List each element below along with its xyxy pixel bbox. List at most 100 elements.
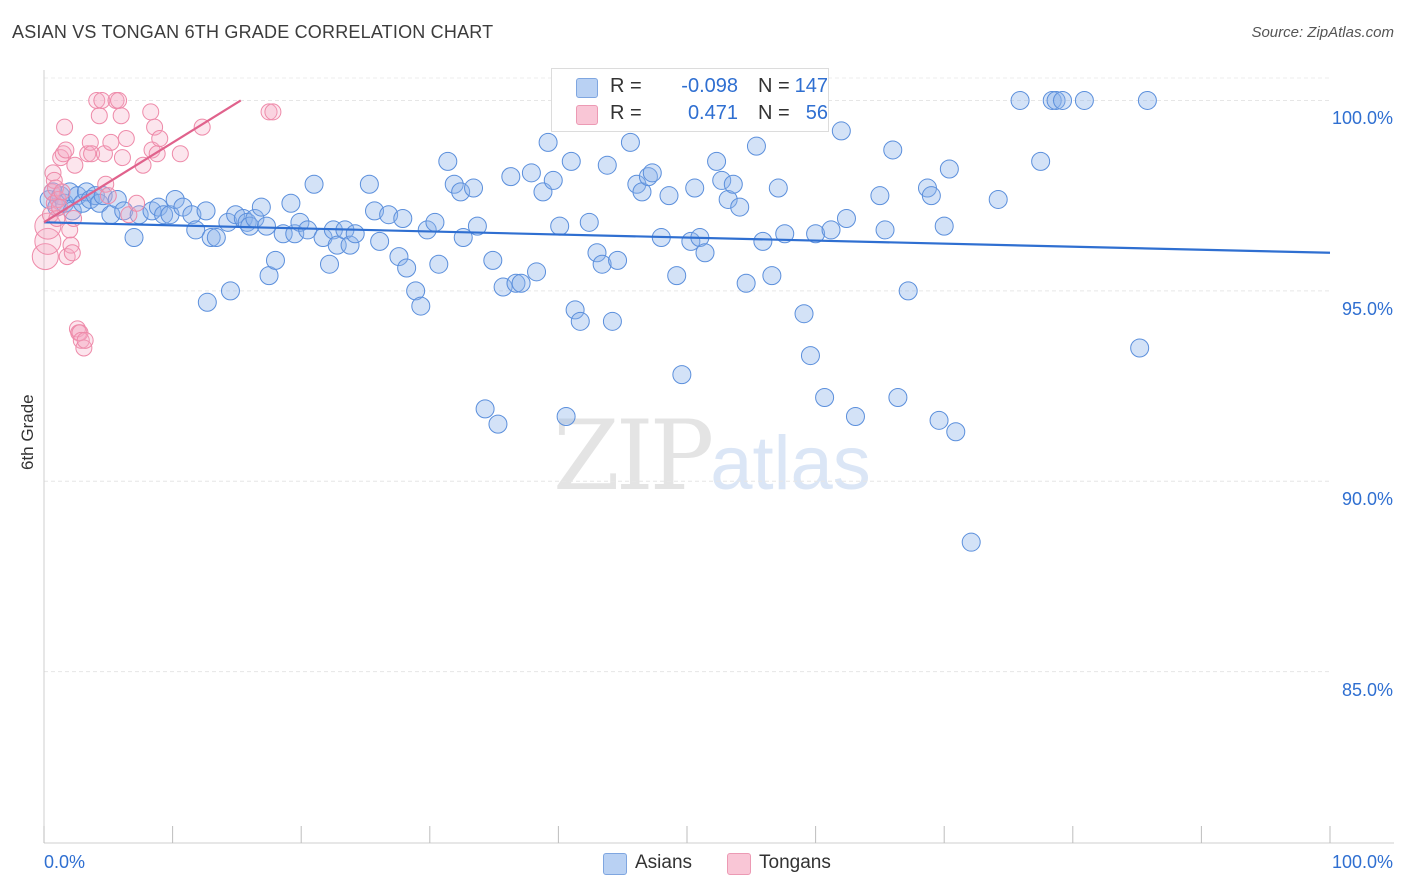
y-tick-label: 85.0% (1341, 679, 1393, 700)
asian-point (1010, 90, 1030, 110)
tongan-point (128, 194, 146, 212)
asian-point (1074, 90, 1094, 110)
asian-point (265, 250, 285, 270)
asian-point (1031, 151, 1051, 171)
asian-point (488, 414, 508, 434)
tongan-point (99, 187, 117, 205)
asian-point (883, 140, 903, 160)
asian-point (746, 136, 766, 156)
asian-point (389, 247, 409, 267)
tongans-swatch (576, 105, 598, 125)
asian-point (736, 273, 756, 293)
asian-point (587, 243, 607, 263)
asian-point (304, 174, 324, 194)
asians-swatch (576, 78, 598, 98)
n-label: N = (758, 75, 790, 97)
asian-point (501, 167, 521, 187)
gridlines (44, 77, 1330, 673)
asian-point (298, 220, 318, 240)
asian-point (775, 224, 795, 244)
asian-point (464, 178, 484, 198)
asian-point (597, 155, 617, 175)
asian-point (946, 422, 966, 442)
tongan-point (113, 149, 131, 167)
watermark-zip: ZIP (553, 400, 714, 512)
asian-point (1046, 90, 1066, 110)
tongan-point (34, 227, 62, 255)
asian-point (197, 292, 217, 312)
asian-point (870, 186, 890, 206)
asian-point (561, 151, 581, 171)
asian-point (961, 532, 981, 552)
asian-point (831, 121, 851, 141)
tongan-point (264, 103, 282, 121)
asian-point (718, 189, 738, 209)
asian-point (934, 216, 954, 236)
asian-point (196, 201, 216, 221)
asian-point (800, 346, 820, 366)
asian-point (393, 209, 413, 229)
asian-point (620, 132, 640, 152)
trend-lines (43, 99, 1331, 254)
asian-point (511, 273, 531, 293)
asian-point (939, 159, 959, 179)
asian-point (565, 300, 585, 320)
asian-point (712, 170, 732, 190)
asian-point (875, 220, 895, 240)
y-axis-label: 6th Grade (18, 394, 37, 470)
asian-point (695, 243, 715, 263)
tongan-point (57, 141, 75, 159)
asian-point (475, 399, 495, 419)
asian-point (340, 235, 360, 255)
asian-point (685, 178, 705, 198)
tongan-point (90, 107, 108, 125)
tongan-point (53, 183, 71, 201)
tongan-trend-line (43, 99, 242, 224)
r-value: 0.471 (687, 102, 738, 124)
asian-point (220, 281, 240, 301)
asian-point (281, 193, 301, 213)
asian-point (107, 189, 127, 209)
asian-point (929, 410, 949, 430)
asian-point (608, 250, 628, 270)
asians-legend-label: Asians (635, 852, 693, 873)
asian-point (667, 266, 687, 286)
asian-point (521, 163, 541, 183)
r-value: -0.098 (681, 75, 738, 97)
asian-point (762, 266, 782, 286)
asian-point (579, 212, 599, 232)
stats-legend: R = -0.098 N = 147 R = 0.471 N = 56 (551, 68, 829, 132)
asian-point (397, 258, 417, 278)
asian-point (806, 224, 826, 244)
asian-point (417, 220, 437, 240)
asian-point (888, 387, 908, 407)
asian-point (794, 304, 814, 324)
r-label: R = (610, 75, 642, 97)
asians-legend-swatch (603, 853, 627, 875)
chart-source: Source: ZipAtlas.com (1251, 24, 1394, 41)
asian-point (506, 273, 526, 293)
asian-point (429, 254, 449, 274)
asian-point (206, 228, 226, 248)
asian-point (290, 212, 310, 232)
asian-point (570, 311, 590, 331)
asian-point (815, 387, 835, 407)
asian-point (165, 189, 185, 209)
asian-point (1137, 90, 1157, 110)
asian-point (467, 216, 487, 236)
asian-point (319, 254, 339, 274)
asian-point (592, 254, 612, 274)
asian-point (723, 174, 743, 194)
asian-point (550, 216, 570, 236)
tongans-legend-swatch (727, 853, 751, 875)
asian-point (672, 365, 692, 385)
tongan-point (142, 103, 160, 121)
x-tick-label-min: 0.0% (44, 852, 86, 872)
asian-point (988, 189, 1008, 209)
asian-point (406, 281, 426, 301)
tongan-point (102, 133, 120, 151)
asian-point (921, 186, 941, 206)
asian-point (154, 205, 174, 225)
asian-point (438, 151, 458, 171)
